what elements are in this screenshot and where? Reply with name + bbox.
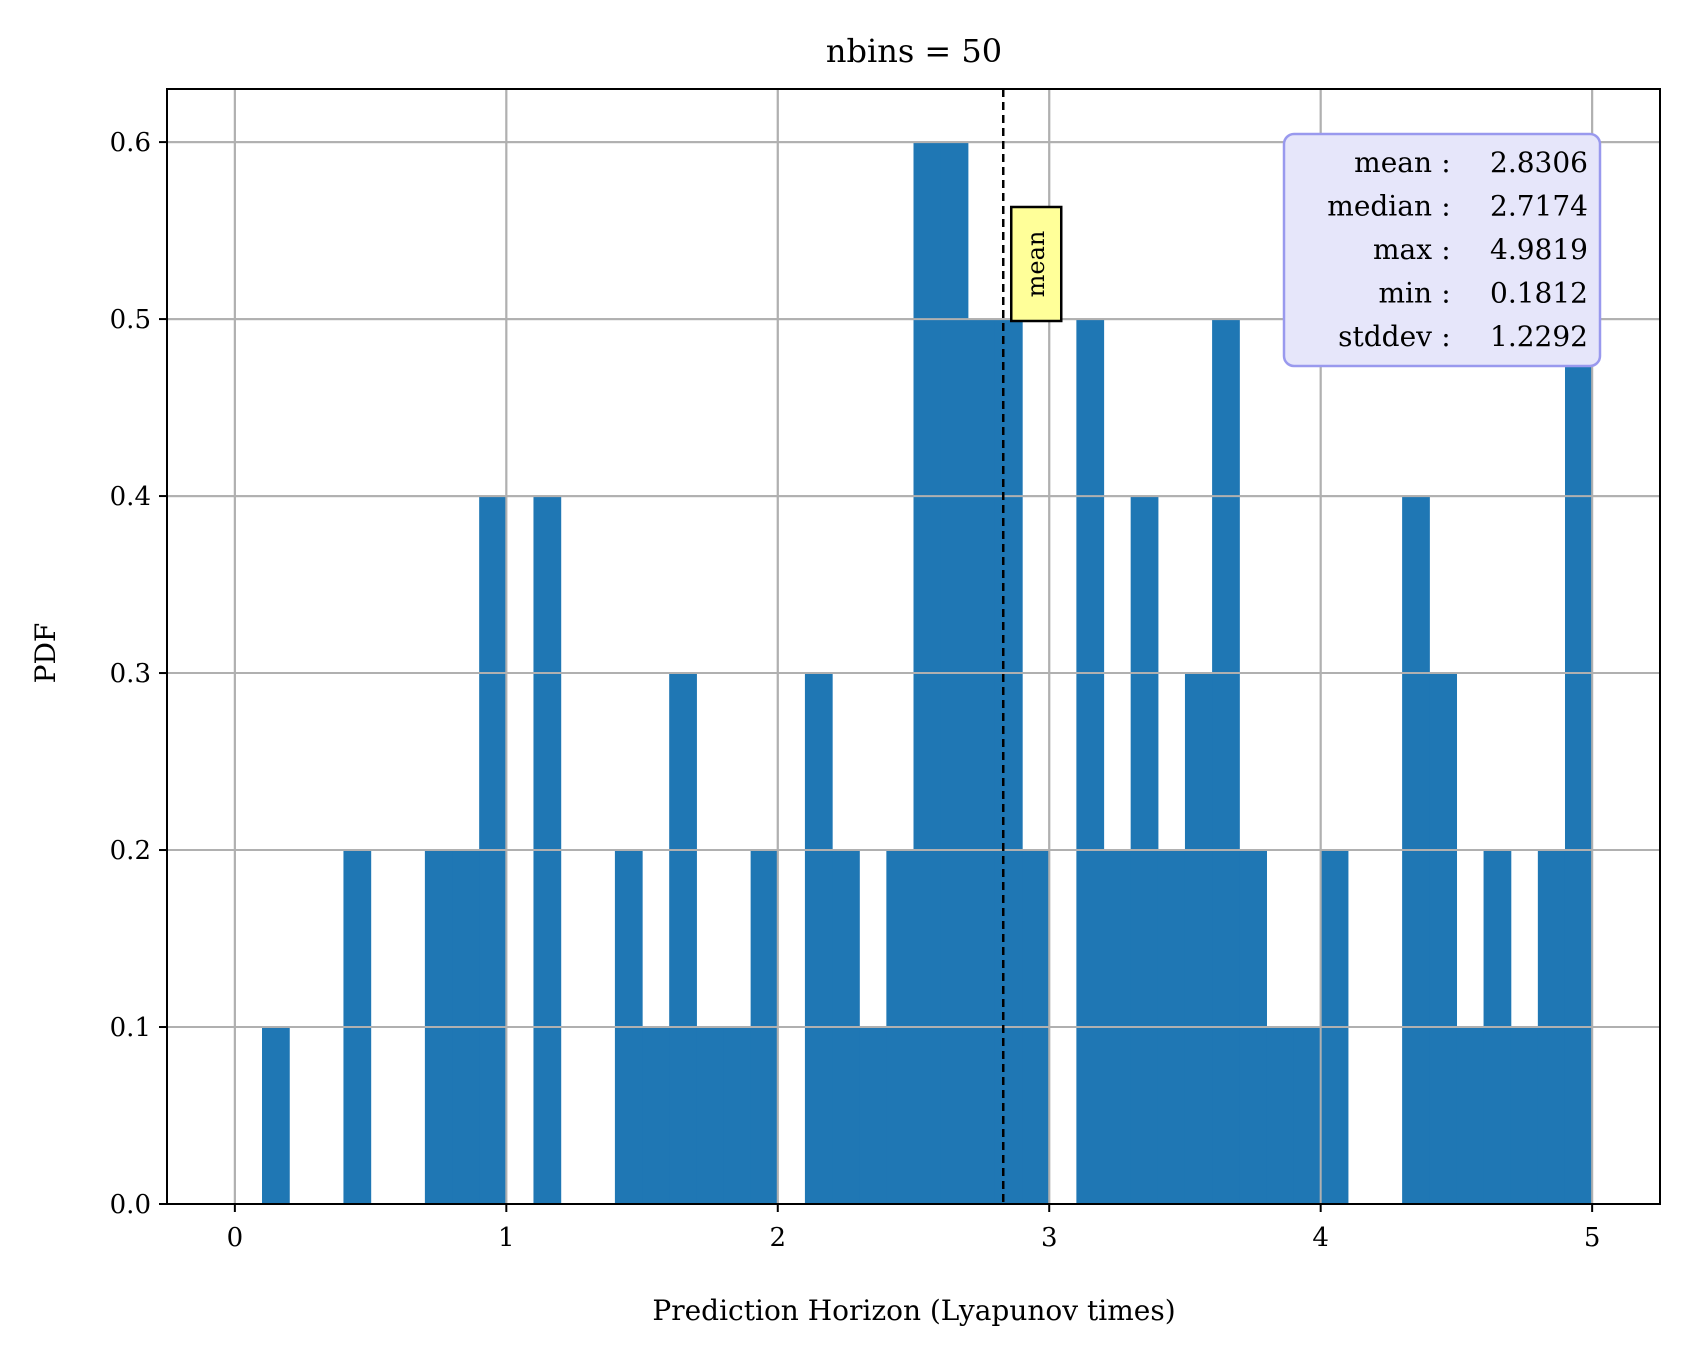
stats-key-mean: mean — [1354, 146, 1432, 179]
stats-value-mean: 2.8306 — [1490, 146, 1588, 179]
histogram-bar — [1429, 673, 1458, 1204]
plot-frame — [166, 88, 1661, 1205]
stats-lines: mean: 2.8306 median: 2.7174 max: 4.9819 min: 0.… — [1327, 146, 1588, 353]
y-tick-label: 0.3 — [110, 659, 151, 689]
x-tick-label: 3 — [1041, 1223, 1058, 1253]
mean-label-box — [1009, 205, 1063, 323]
histogram-bar — [1212, 319, 1240, 1205]
stats-key-stddev: stddev — [1338, 320, 1432, 353]
histogram-bar — [859, 1027, 887, 1204]
y-tick-label: 0.0 — [110, 1190, 151, 1220]
histogram-bar — [994, 319, 1023, 1205]
stats-value-max: 4.9819 — [1490, 233, 1588, 266]
stats-box: mean: 2.8306 median: 2.7174 max: 4.9819 min: 0.… — [1282, 132, 1602, 368]
histogram-bar — [262, 1027, 290, 1204]
stats-value-stddev: 1.2292 — [1490, 320, 1588, 353]
histogram-bar — [669, 673, 697, 1204]
x-tick-label: 0 — [227, 1223, 244, 1253]
histogram-bar — [804, 673, 833, 1204]
y-tick-label: 0.1 — [110, 1013, 151, 1043]
stats-box-background — [1282, 132, 1602, 368]
histogram-bar — [1266, 1027, 1295, 1204]
y-tick-label: 0.5 — [110, 305, 151, 335]
histogram-bar — [723, 1027, 752, 1204]
histogram-bar — [967, 319, 996, 1205]
x-tick-label: 1 — [498, 1223, 515, 1253]
histogram-bar — [1076, 319, 1105, 1205]
y-tick-label: 0.2 — [110, 836, 151, 866]
stats-key-max: max — [1373, 233, 1432, 266]
x-axis-ticks: 0 1 2 3 4 5 — [227, 1204, 1601, 1253]
stats-colon: : — [1441, 146, 1450, 179]
mean-label-text: mean — [1022, 231, 1050, 298]
y-tick-label: 0.4 — [110, 482, 151, 512]
x-axis-label: Prediction Horizon (Lyapunov times) — [652, 1294, 1175, 1327]
y-tick-label: 0.6 — [110, 128, 151, 158]
histogram-bar — [696, 1027, 725, 1204]
histogram-bar — [642, 1027, 670, 1204]
x-tick-label: 4 — [1312, 1223, 1329, 1253]
histogram-bar — [1184, 673, 1213, 1204]
stats-colon: : — [1441, 233, 1450, 266]
stats-colon: : — [1441, 320, 1450, 353]
stats-colon: : — [1441, 190, 1450, 223]
x-tick-label: 2 — [769, 1223, 786, 1253]
histogram-bar — [1456, 1027, 1485, 1204]
histogram-bar — [1510, 1027, 1539, 1204]
stats-value-min: 0.1812 — [1490, 277, 1588, 310]
mean-label: mean — [1009, 205, 1063, 323]
stats-colon: : — [1441, 277, 1450, 310]
stats-value-median: 2.7174 — [1490, 190, 1588, 223]
histogram-bar — [1564, 319, 1593, 1205]
x-tick-label: 5 — [1584, 1223, 1601, 1253]
stats-key-min: min — [1378, 277, 1432, 310]
y-axis-label: PDF — [29, 623, 62, 684]
chart-title: nbins = 50 — [826, 32, 1002, 70]
stats-key-median: median — [1327, 190, 1432, 223]
y-axis-ticks: 0.0 0.1 0.2 0.3 0.4 0.5 0.6 — [110, 128, 167, 1220]
histogram-bar — [1293, 1027, 1322, 1204]
